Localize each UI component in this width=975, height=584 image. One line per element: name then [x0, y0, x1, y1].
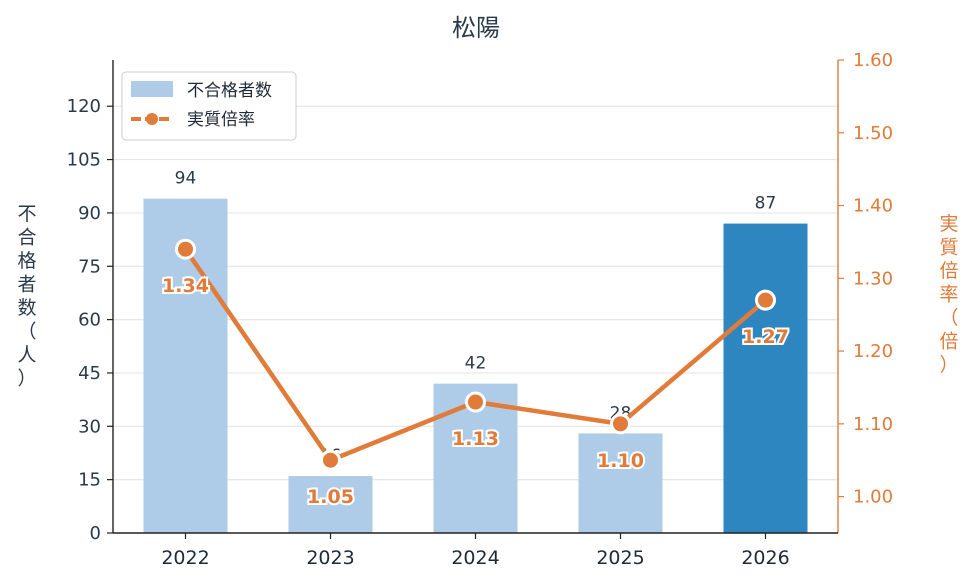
ratio-point-2022 [175, 238, 196, 260]
right-tick-label-0: 1.00 [853, 487, 893, 508]
left-axis-title-char: 合 [17, 227, 36, 249]
right-axis-title-char: 倍 [939, 260, 958, 282]
right-axis-title-char: 率 [939, 284, 958, 306]
x-tick-label-2026: 2026 [741, 547, 789, 569]
right-tick-label-2: 1.20 [853, 341, 893, 362]
bar-value-label-2022: 94 [175, 169, 197, 189]
bar-2026 [723, 223, 808, 533]
left-tick-label-3: 45 [78, 363, 101, 384]
x-axis-ticks: 2022 2023 2024 2025 2026 [161, 533, 790, 569]
right-axis-title-char: 倍 [939, 331, 958, 353]
legend-bar-label: 不合格者数 [187, 81, 272, 101]
right-tick-label-3: 1.30 [853, 268, 893, 289]
right-axis-ticks: 1.00 1.10 1.20 1.30 1.40 1.50 1.60 [838, 50, 893, 508]
x-tick-label-2025: 2025 [596, 547, 644, 569]
right-tick-label-4: 1.40 [853, 196, 893, 217]
left-axis-title-char: 格 [17, 250, 36, 272]
legend-line-label: 実質倍率 [187, 110, 255, 130]
right-axis-title-char: ） [939, 354, 958, 376]
left-tick-label-1: 15 [78, 470, 101, 491]
left-tick-label-6: 90 [78, 203, 101, 224]
left-tick-label-4: 60 [78, 310, 101, 331]
left-tick-label-8: 120 [67, 96, 101, 117]
right-axis-title-char: （ [939, 307, 958, 329]
ratio-labels: 1.34 1.05 1.13 1.10 1.27 [160, 273, 791, 510]
ratio-value-label-2022: 1.34 [162, 275, 209, 297]
left-axis-title-char: ） [17, 368, 36, 390]
x-tick-label-2022: 2022 [161, 547, 209, 569]
legend-bar-swatch [131, 81, 173, 97]
left-tick-label-2: 30 [78, 416, 101, 437]
ratio-value-label-2023: 1.05 [307, 486, 354, 508]
left-axis-title-char: 数 [17, 297, 36, 319]
bar-value-label-2024: 42 [465, 354, 487, 374]
left-tick-label-7: 105 [67, 150, 101, 171]
right-tick-label-6: 1.60 [853, 50, 893, 71]
left-axis-title-text: 不合格者数（人） [17, 203, 36, 390]
x-tick-label-2023: 2023 [306, 547, 354, 569]
left-axis-ticks: 0 15 30 45 60 75 90 105 120 [67, 96, 113, 544]
left-axis-title-char: 不 [17, 203, 36, 225]
bar-series [143, 198, 808, 533]
ratio-point-2026 [755, 289, 776, 311]
right-axis-title: 実質倍率（倍） [939, 213, 958, 376]
bar-value-label-2026: 87 [755, 194, 777, 214]
ratio-point-2025 [610, 413, 631, 435]
left-axis-title-char: 人 [17, 344, 36, 366]
legend: 不合格者数 実質倍率 [121, 71, 297, 141]
x-tick-label-2024: 2024 [451, 547, 499, 569]
right-axis-title-text: 実質倍率（倍） [939, 213, 958, 376]
bar-2023 [288, 476, 373, 533]
ratio-point-2023 [320, 449, 341, 471]
left-axis-title-char: （ [17, 321, 36, 343]
left-axis-title: 不合格者数（人） [17, 203, 36, 390]
ratio-value-label-2024: 1.13 [452, 428, 499, 450]
ratio-value-label-2026: 1.27 [742, 326, 789, 348]
legend-line-marker [146, 113, 158, 125]
bar-2025 [578, 433, 663, 533]
left-tick-label-0: 0 [90, 523, 101, 544]
chart-title: 松陽 [452, 14, 500, 42]
right-axis-title-char: 質 [939, 237, 958, 259]
left-tick-label-5: 75 [78, 256, 101, 277]
right-tick-label-5: 1.50 [853, 123, 893, 144]
right-tick-label-1: 1.10 [853, 414, 893, 435]
left-axis-title-char: 者 [17, 274, 36, 296]
ratio-series [175, 238, 776, 471]
ratio-value-label-2025: 1.10 [597, 450, 644, 472]
ratio-point-2024 [465, 391, 486, 413]
right-axis-title-char: 実 [939, 213, 958, 235]
